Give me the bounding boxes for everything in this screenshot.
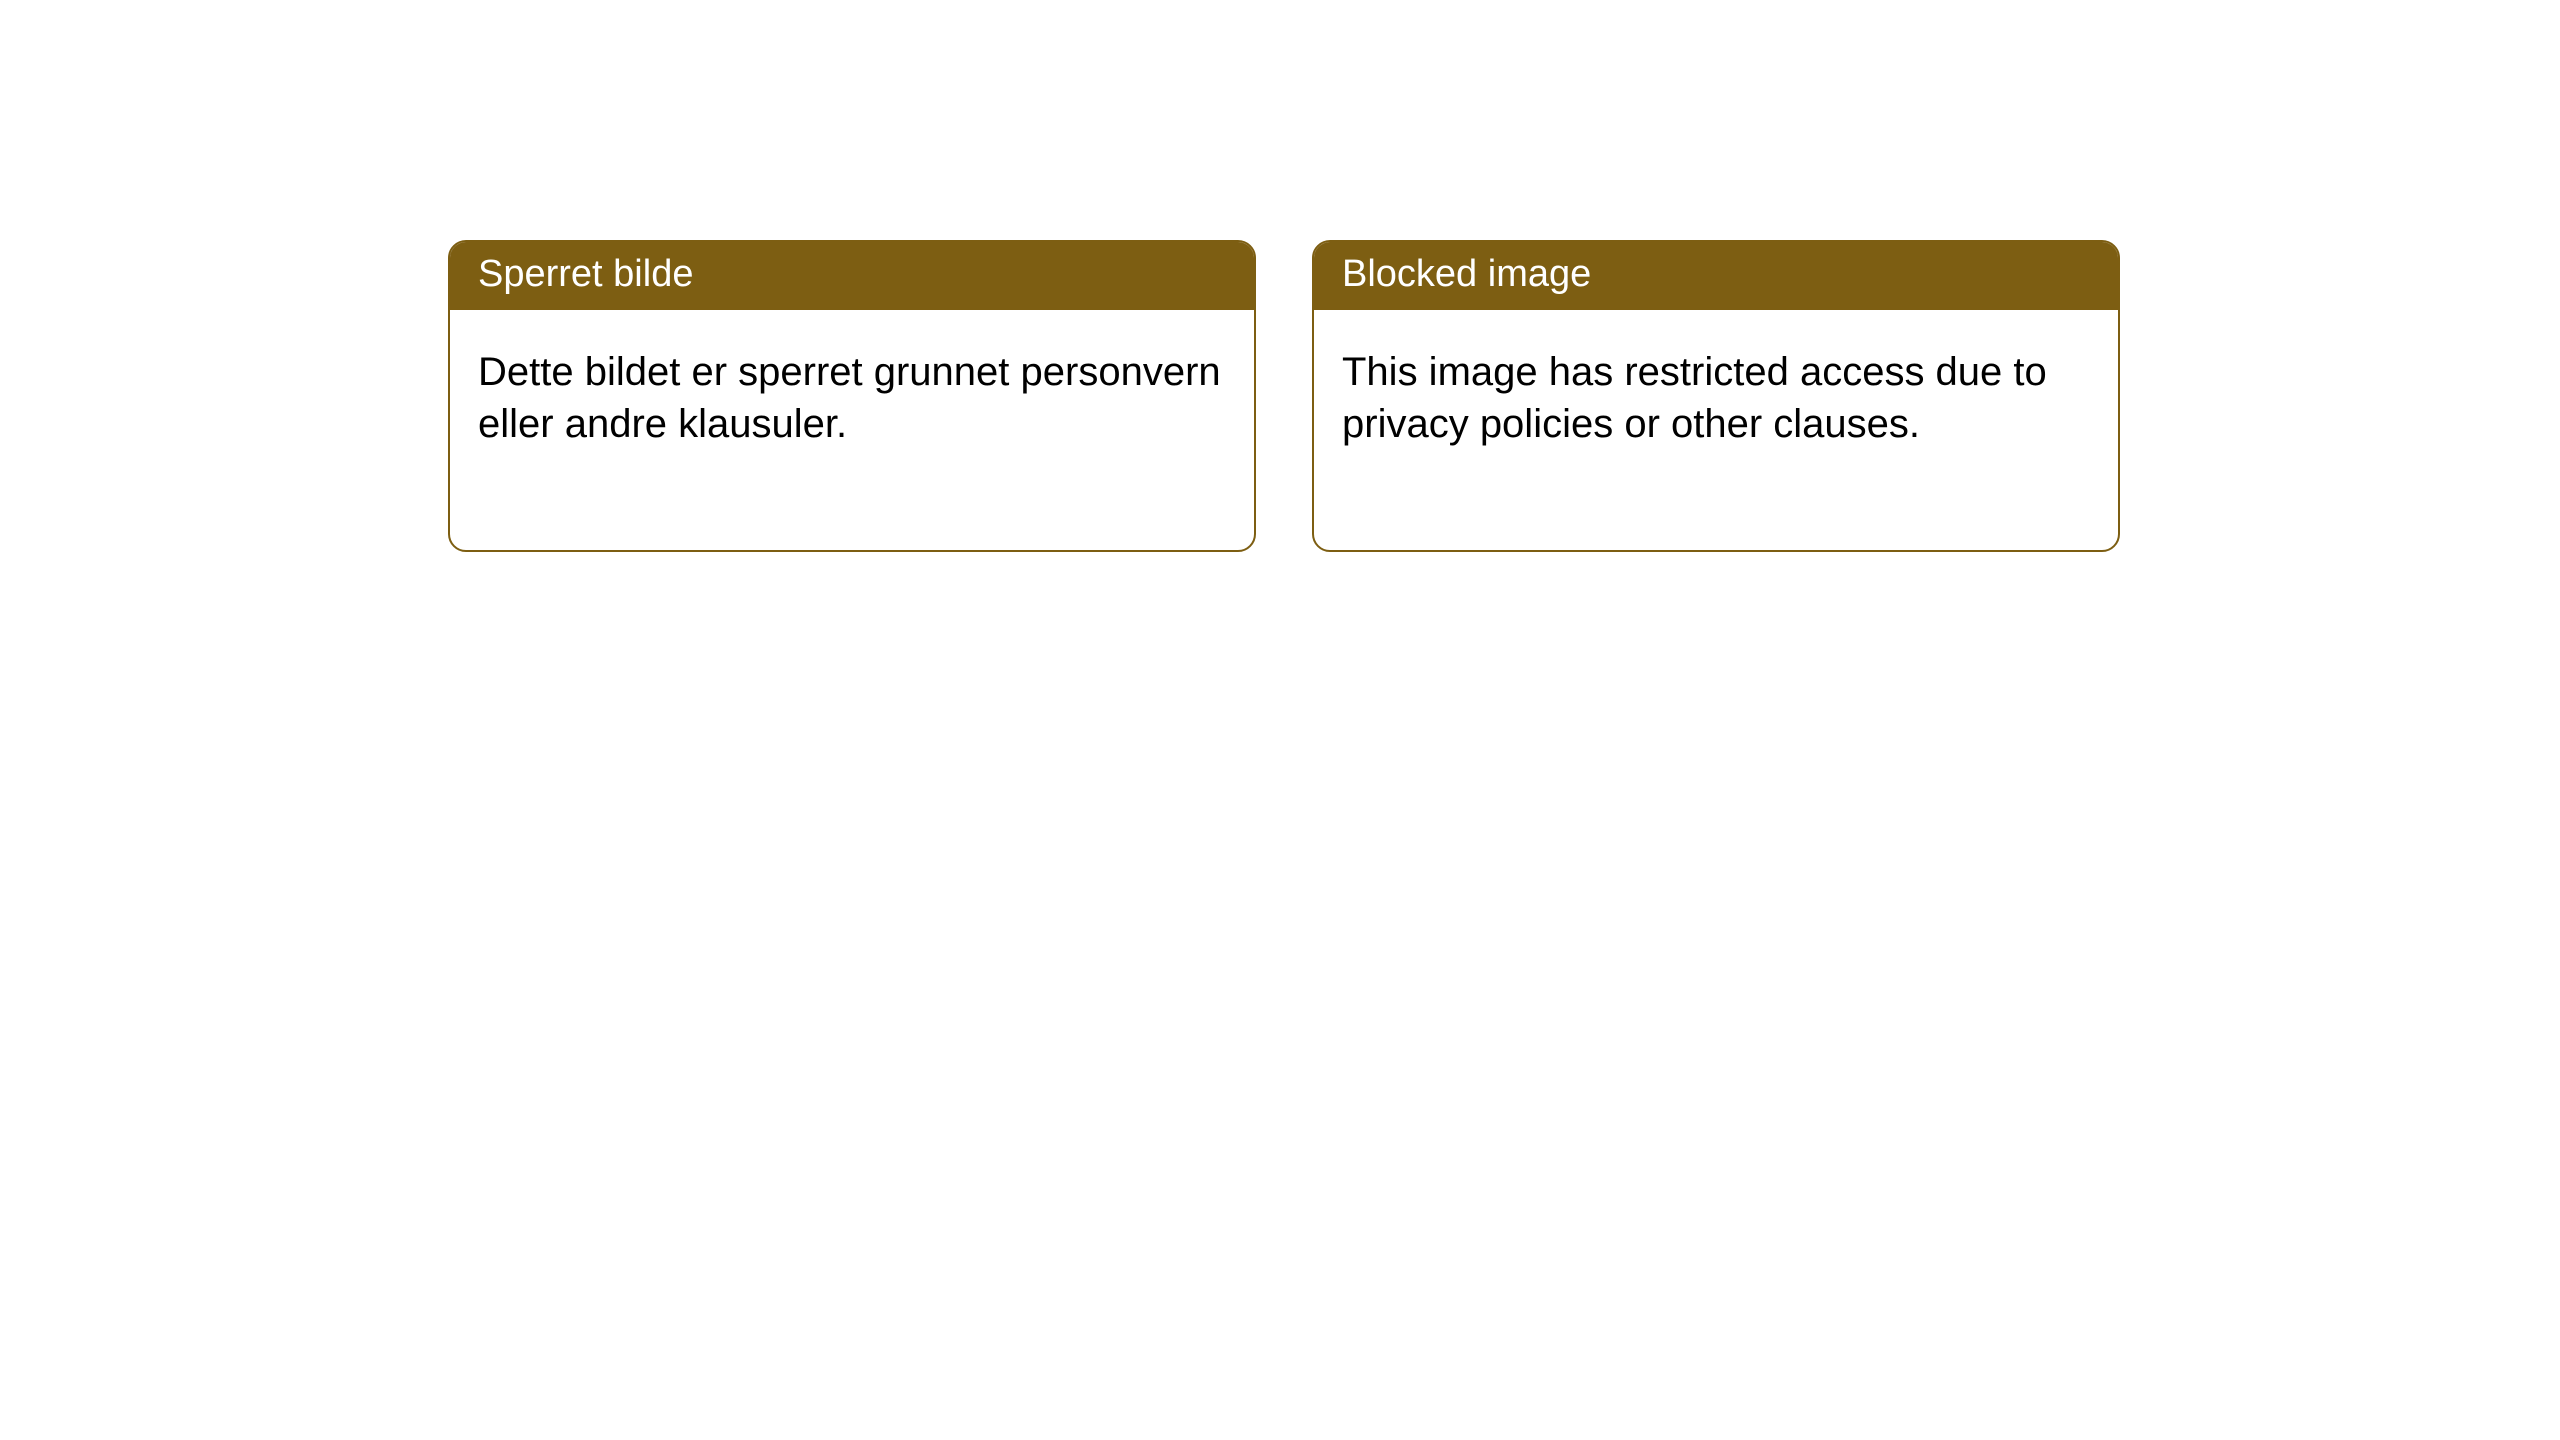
- notice-title: Sperret bilde: [450, 242, 1254, 310]
- notice-card-english: Blocked image This image has restricted …: [1312, 240, 2120, 552]
- notice-title: Blocked image: [1314, 242, 2118, 310]
- notice-body-text: This image has restricted access due to …: [1314, 310, 2118, 550]
- notice-container: Sperret bilde Dette bildet er sperret gr…: [0, 0, 2560, 552]
- notice-card-norwegian: Sperret bilde Dette bildet er sperret gr…: [448, 240, 1256, 552]
- notice-body-text: Dette bildet er sperret grunnet personve…: [450, 310, 1254, 550]
